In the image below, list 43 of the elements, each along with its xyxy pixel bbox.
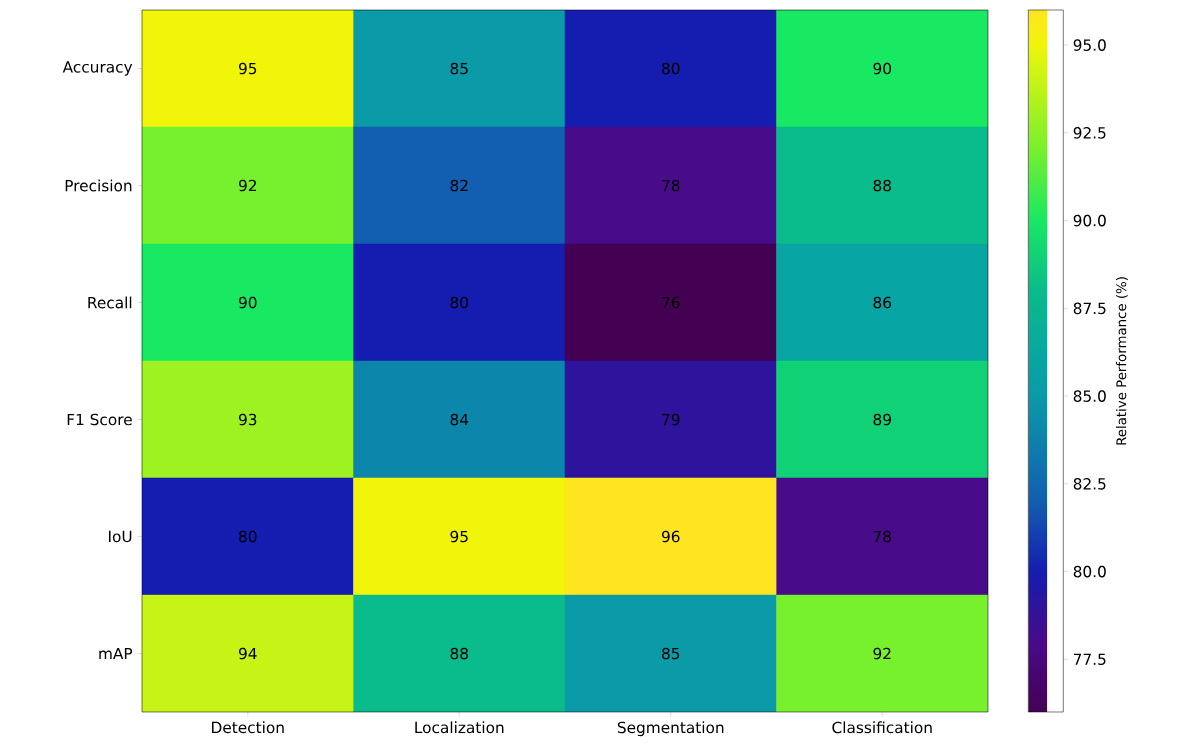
data-label: 86 (873, 296, 892, 309)
data-label: 80 (662, 62, 680, 75)
data-label: 79 (662, 413, 680, 426)
data-label: 96 (661, 530, 680, 543)
data-label: 90 (238, 296, 257, 309)
data-label: 80 (239, 530, 257, 543)
data-label: 76 (662, 296, 680, 309)
y-tick-label: Recall (88, 296, 132, 309)
color-bar-label: 92.5 (1073, 127, 1106, 139)
data-label: 90 (873, 62, 891, 75)
data-label: 88 (873, 179, 891, 192)
data-label: 82 (450, 179, 468, 192)
y-tick-label: Precision (65, 179, 132, 192)
data-label: 85 (662, 647, 680, 660)
data-label: 92 (238, 179, 256, 192)
data-label: 78 (662, 179, 680, 192)
data-label: 94 (238, 647, 257, 660)
color-bar-label: 95.0 (1073, 39, 1106, 51)
data-label: 80 (450, 296, 468, 309)
y-tick-label: mAP (99, 647, 133, 660)
data-label: 95 (238, 62, 257, 75)
color-bar-label: 82.5 (1073, 478, 1106, 490)
color-bar-label: 90.0 (1073, 214, 1106, 227)
color-bar-label: 77.5 (1073, 653, 1106, 666)
color-bar-label: 87.5 (1073, 302, 1106, 315)
x-tick-label: Segmentation (617, 721, 724, 737)
y-tick-label: F1 Score (67, 413, 132, 426)
data-label: 93 (238, 413, 257, 426)
data-label: 78 (873, 530, 891, 543)
color-bar-label: 80.0 (1073, 565, 1106, 578)
data-label: 89 (873, 413, 891, 426)
data-label: 92 (873, 647, 891, 660)
x-tick-label: Detection (212, 721, 284, 734)
y-tick-label: IoU (109, 530, 132, 543)
data-label: 95 (450, 530, 468, 543)
color-bar-title: Relative Performance (%) (1115, 277, 1128, 445)
color-bar-label: 85.0 (1073, 390, 1106, 402)
data-label: 88 (450, 647, 468, 660)
data-label: 84 (450, 413, 469, 426)
y-tick-label: Accuracy (62, 61, 133, 76)
data-label: 85 (450, 62, 468, 75)
x-tick-label: Classification (832, 721, 932, 734)
x-tick-label: Localization (415, 721, 504, 734)
